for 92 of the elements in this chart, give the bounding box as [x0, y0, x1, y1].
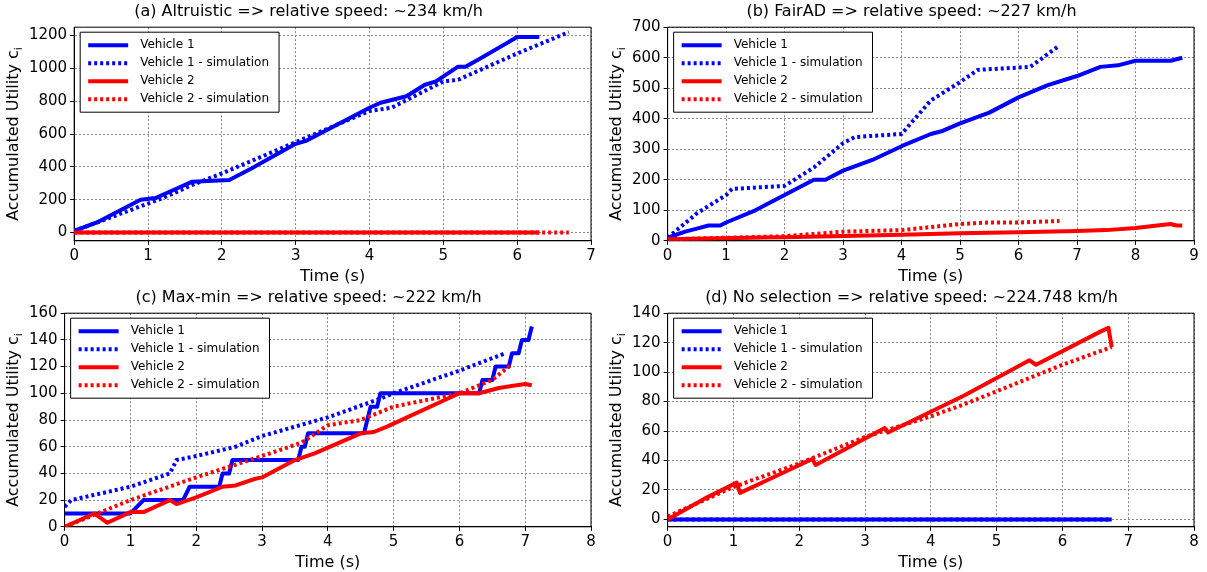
x-tick-label: 3 — [860, 531, 870, 550]
y-tick-label: 400 — [631, 108, 661, 127]
y-tick-label: 60 — [641, 420, 661, 439]
chart-title: (c) Max-min => relative speed: ~222 km/h — [135, 286, 482, 306]
legend-label: Vehicle 1 - simulation — [733, 55, 863, 70]
x-tick-label: 8 — [1130, 245, 1141, 264]
y-tick-label: 20 — [38, 489, 58, 508]
x-tick-label: 2 — [794, 531, 804, 550]
y-tick-label: 600 — [631, 47, 661, 66]
y-tick-label: 80 — [38, 409, 58, 428]
legend-label: Vehicle 1 — [733, 37, 789, 52]
x-axis-title: Time (s) — [294, 551, 361, 571]
legend-label: Vehicle 1 — [130, 323, 186, 338]
y-tick-label: 0 — [57, 222, 68, 241]
x-tick-label: 5 — [955, 245, 965, 264]
x-tick-label: 7 — [1072, 245, 1082, 264]
x-axis-title: Time (s) — [897, 265, 964, 285]
y-tick-label: 400 — [38, 156, 68, 175]
legend-label: Vehicle 1 - simulation — [130, 341, 260, 356]
x-tick-label: 7 — [1123, 531, 1133, 550]
x-tick-label: 5 — [991, 531, 1002, 550]
x-tick-label: 4 — [364, 245, 375, 264]
x-tick-label: 1 — [728, 531, 739, 550]
x-tick-label: 4 — [926, 531, 936, 550]
chart-title: (a) Altruistic => relative speed: ~234 km/h — [134, 0, 483, 20]
y-tick-label: 40 — [38, 463, 58, 482]
x-tick-label: 7 — [586, 245, 596, 264]
x-tick-label: 6 — [512, 245, 522, 264]
x-tick-label: 6 — [1013, 245, 1024, 264]
legend-label: Vehicle 1 — [733, 323, 789, 338]
legend-label: Vehicle 1 — [140, 37, 195, 52]
y-axis-title: Accumulated Utility ci — [606, 47, 628, 221]
x-tick-label: 4 — [896, 245, 907, 264]
legend-label: Vehicle 1 - simulation — [733, 341, 863, 356]
x-tick-label: 2 — [779, 245, 790, 264]
y-tick-label: 160 — [28, 303, 58, 322]
legend-label: Vehicle 2 - simulation — [130, 377, 260, 392]
x-tick-label: 3 — [290, 245, 301, 264]
x-axis-title: Time (s) — [897, 551, 964, 571]
y-tick-label: 1000 — [28, 58, 68, 77]
y-tick-label: 100 — [28, 383, 58, 402]
y-tick-label: 60 — [38, 436, 58, 455]
x-tick-label: 7 — [520, 531, 530, 550]
y-axis-title: Accumulated Utility ci — [606, 333, 628, 507]
y-tick-label: 700 — [631, 17, 661, 36]
x-tick-label: 1 — [721, 245, 731, 264]
legend-label: Vehicle 1 - simulation — [140, 55, 270, 70]
y-tick-label: 200 — [631, 169, 661, 188]
chart-title: (d) No selection => relative speed: ~224.748 km/h — [705, 286, 1118, 306]
y-tick-label: 1200 — [28, 25, 68, 44]
y-tick-label: 20 — [641, 479, 661, 498]
legend-label: Vehicle 2 - simulation — [733, 91, 863, 106]
x-tick-label: 1 — [125, 531, 136, 550]
x-tick-label: 5 — [388, 531, 399, 550]
x-tick-label: 3 — [838, 245, 848, 264]
y-axis-title: Accumulated Utility ci — [3, 47, 25, 221]
y-tick-label: 0 — [651, 230, 661, 249]
y-tick-label: 200 — [38, 189, 68, 208]
y-tick-label: 40 — [641, 450, 661, 469]
y-tick-label: 80 — [641, 391, 661, 410]
legend-label: Vehicle 2 — [733, 73, 789, 88]
x-tick-label: 6 — [1057, 531, 1068, 550]
x-tick-label: 6 — [454, 531, 465, 550]
x-tick-label: 8 — [1189, 531, 1199, 550]
x-axis-title: Time (s) — [299, 265, 366, 285]
y-tick-label: 140 — [631, 303, 661, 322]
y-tick-label: 100 — [631, 362, 661, 381]
x-tick-label: 8 — [586, 531, 596, 550]
y-tick-label: 100 — [631, 200, 661, 219]
chart-title: (b) FairAD => relative speed: ~227 km/h — [746, 0, 1077, 20]
x-tick-label: 9 — [1189, 245, 1199, 264]
x-tick-label: 2 — [191, 531, 201, 550]
y-tick-label: 0 — [48, 516, 58, 535]
y-tick-label: 120 — [631, 332, 661, 351]
y-tick-label: 500 — [631, 78, 661, 97]
x-tick-label: 4 — [323, 531, 333, 550]
legend-label: Vehicle 2 - simulation — [140, 91, 270, 106]
legend-label: Vehicle 2 - simulation — [733, 377, 863, 392]
y-tick-label: 800 — [38, 91, 68, 110]
legend-label: Vehicle 2 — [140, 73, 195, 88]
x-tick-label: 3 — [257, 531, 267, 550]
legend-label: Vehicle 2 — [733, 359, 789, 374]
legend-label: Vehicle 2 — [130, 359, 186, 374]
x-tick-label: 2 — [217, 245, 227, 264]
y-tick-label: 0 — [651, 509, 661, 528]
x-tick-label: 1 — [143, 245, 153, 264]
y-axis-title: Accumulated Utility ci — [3, 333, 25, 507]
x-tick-label: 5 — [438, 245, 449, 264]
y-tick-label: 120 — [28, 356, 58, 375]
y-tick-label: 300 — [631, 139, 661, 158]
y-tick-label: 140 — [28, 329, 58, 348]
y-tick-label: 600 — [38, 123, 68, 142]
